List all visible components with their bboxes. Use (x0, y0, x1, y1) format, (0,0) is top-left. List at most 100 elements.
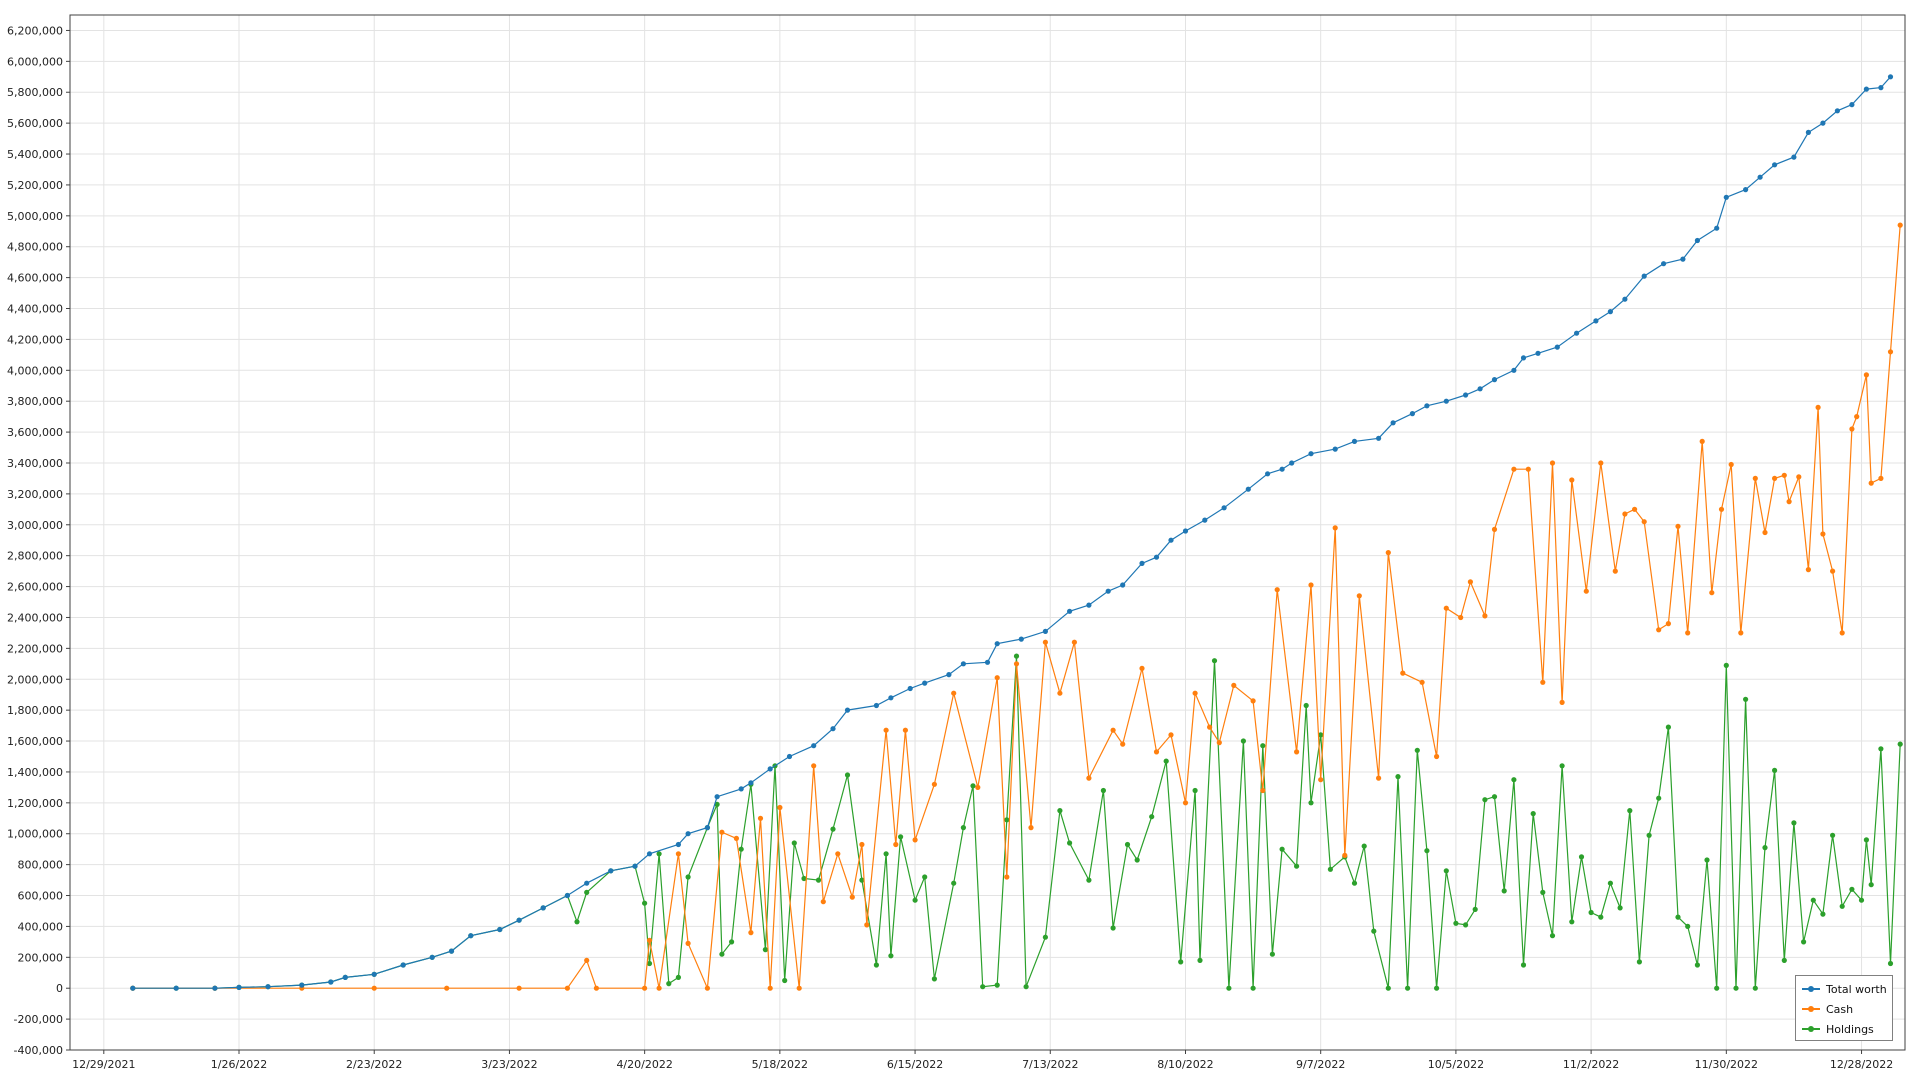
data-point-holdings (1443, 868, 1449, 874)
data-point-cash (1482, 613, 1488, 619)
data-point-total-worth (1477, 386, 1483, 392)
y-tick-label: 3,800,000 (7, 395, 63, 408)
data-point-holdings (1197, 957, 1203, 964)
data-point-holdings (714, 801, 720, 808)
data-point-total-worth (1265, 471, 1271, 477)
y-tick-label: 2,000,000 (7, 673, 63, 686)
data-point-total-worth (371, 971, 377, 977)
plot-frame (69, 14, 1906, 1051)
data-point-total-worth (1607, 309, 1613, 315)
data-point-cash (1274, 587, 1280, 593)
y-tick-label: 4,600,000 (7, 272, 63, 285)
data-point-cash (1854, 414, 1860, 420)
data-point-holdings (1385, 985, 1391, 991)
data-point-cash (1675, 523, 1681, 529)
data-point-cash (1665, 621, 1671, 627)
data-point-holdings (1269, 951, 1275, 957)
data-point-total-worth (984, 659, 991, 665)
data-point-holdings (1371, 928, 1377, 934)
data-point-holdings (1878, 746, 1884, 752)
data-point-holdings (1791, 820, 1797, 826)
data-point-cash (1718, 506, 1725, 512)
data-point-total-worth (830, 726, 836, 732)
legend-item-holdings[interactable]: Holdings (1802, 1021, 1874, 1037)
data-point-total-worth (1593, 318, 1599, 324)
data-point-total-worth (1279, 466, 1285, 472)
data-point-total-worth (946, 672, 952, 678)
data-point-cash (564, 985, 571, 991)
data-point-total-worth (1182, 528, 1189, 534)
data-point-cash (1139, 665, 1145, 672)
data-point-holdings (1714, 985, 1720, 991)
data-point-total-worth (173, 985, 179, 991)
y-tick-label: 2,600,000 (7, 581, 63, 594)
data-point-holdings (980, 984, 986, 990)
data-point-cash (767, 985, 773, 991)
y-tick-label: 1,000,000 (7, 828, 63, 841)
data-point-holdings (970, 783, 976, 789)
data-point-total-worth (1694, 237, 1700, 244)
data-point-total-worth (1139, 560, 1145, 567)
data-point-cash (1549, 460, 1556, 466)
data-point-holdings (1279, 846, 1285, 852)
data-point-total-worth (873, 702, 880, 709)
data-point-cash (1308, 582, 1314, 588)
data-point-cash (1168, 732, 1174, 738)
data-point-holdings (738, 846, 744, 852)
x-tick-label: 9/7/2022 (1296, 1058, 1345, 1071)
data-point-holdings (898, 834, 904, 840)
data-point-holdings (685, 874, 691, 880)
legend-item-cash[interactable]: Cash (1802, 1001, 1853, 1017)
legend-dot-holdings (1808, 1026, 1814, 1032)
legend-dot-cash (1808, 1006, 1814, 1012)
y-tick-label: 1,800,000 (7, 704, 63, 717)
data-point-total-worth (685, 831, 691, 837)
data-point-total-worth (1714, 225, 1720, 231)
data-point-total-worth (1376, 435, 1382, 441)
data-point-cash (1231, 682, 1237, 689)
data-point-cash (1897, 222, 1903, 228)
data-point-cash (796, 985, 802, 991)
y-tick-label: 200,000 (18, 951, 64, 964)
legend-label-holdings: Holdings (1826, 1022, 1874, 1036)
data-point-holdings (1482, 797, 1488, 803)
data-point-total-worth (811, 743, 817, 749)
data-point-total-worth (1018, 636, 1024, 642)
data-point-total-worth (1757, 174, 1763, 180)
data-point-total-worth (1820, 120, 1826, 126)
x-tick-label: 6/15/2022 (887, 1058, 943, 1071)
data-point-holdings (912, 897, 918, 903)
y-tick-label: 600,000 (18, 890, 64, 903)
data-point-cash (1376, 775, 1382, 781)
y-axis: -400,000 -200,000 0 200,000 400,000 600,000 80… (7, 24, 70, 1057)
y-tick-label: 3,600,000 (7, 426, 63, 439)
data-point-holdings (1327, 866, 1333, 872)
data-point-cash (835, 851, 841, 857)
data-point-holdings (1260, 743, 1266, 749)
data-point-total-worth (1168, 537, 1174, 543)
data-point-cash (1153, 749, 1160, 755)
data-point-total-worth (748, 780, 754, 786)
data-point-holdings (1598, 914, 1604, 920)
data-point-holdings (1067, 840, 1073, 846)
data-point-cash (1598, 460, 1604, 466)
data-point-cash (864, 922, 870, 928)
data-point-cash (1728, 461, 1734, 468)
data-point-holdings (1453, 920, 1459, 926)
data-point-total-worth (1863, 86, 1869, 92)
y-tick-label: 4,000,000 (7, 364, 63, 377)
data-point-cash (1849, 426, 1855, 432)
data-point-cash (1559, 699, 1565, 706)
data-point-cash (975, 784, 981, 791)
data-point-cash (1887, 349, 1894, 355)
data-point-cash (820, 899, 826, 905)
data-point-cash (1260, 787, 1266, 794)
data-point-holdings (1569, 919, 1575, 925)
data-point-holdings (1294, 863, 1300, 869)
y-tick-label: 4,400,000 (7, 303, 63, 316)
data-point-cash (1569, 477, 1575, 483)
legend-item-total-worth[interactable]: Total worth (1802, 981, 1887, 997)
data-point-cash (1772, 475, 1778, 481)
data-point-holdings (1858, 897, 1865, 903)
data-point-cash (1071, 639, 1077, 645)
